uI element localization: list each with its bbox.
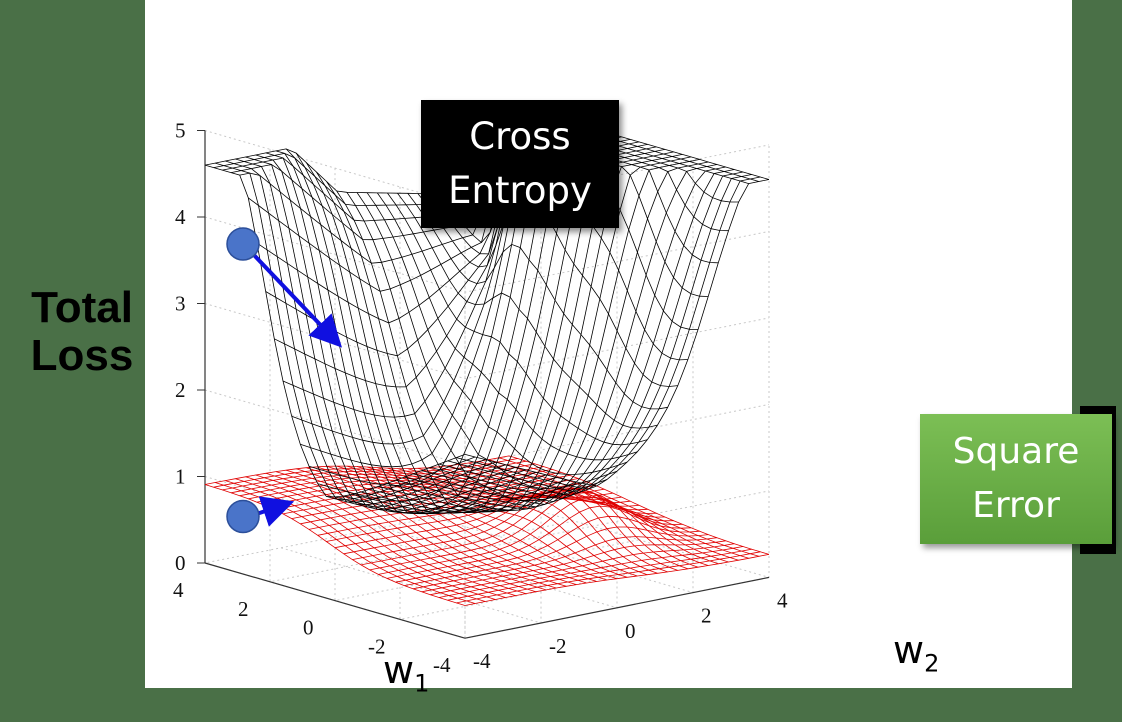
square-error-start-point [226, 499, 260, 534]
w1-axis [204, 562, 466, 639]
y-axis-title: Total Loss [22, 283, 142, 381]
square-error-mesh-line [438, 546, 744, 598]
square-error-mesh-line [488, 459, 749, 559]
cross-entropy-mesh-line [397, 192, 658, 429]
w1-tick-label: -2 [368, 634, 386, 658]
square-error-mesh-line [404, 526, 709, 586]
z-tick-label: 4 [175, 205, 186, 229]
square-error-label: Square Error [920, 414, 1112, 544]
square-error-mesh-line [498, 457, 760, 557]
cross-entropy-label-line1: Cross [469, 115, 571, 159]
square-error-label-line2: Error [972, 485, 1060, 526]
w1-axis-title-base: w [383, 648, 415, 692]
w1-axis-title-sub: 1 [414, 669, 430, 698]
gridline [399, 186, 705, 621]
tick-labels: 0 1 2 3 4 5 4 2 0 -2 -4 -4 -2 0 2 4 [173, 119, 788, 678]
square-error-mesh-line [430, 543, 735, 596]
y-axis-title-line1: Total [31, 283, 133, 332]
square-error-mesh-line [478, 461, 739, 561]
square-error-mesh-line [239, 466, 544, 497]
w1-tick-label: -4 [433, 653, 451, 677]
square-error-mesh-line [508, 455, 770, 555]
square-error-surface [204, 455, 770, 606]
cross-entropy-gradient-arrow [251, 252, 343, 348]
z-tick-label: 5 [175, 119, 186, 143]
w2-tick-label: -4 [473, 649, 491, 673]
z-tick-label: 2 [175, 378, 186, 402]
y-axis-title-line2: Loss [30, 331, 134, 381]
w1-axis-title: w1 [383, 648, 429, 698]
square-error-label-line1: Square [952, 431, 1080, 472]
cross-entropy-start-point [226, 227, 260, 261]
gradient-markers [226, 227, 343, 534]
square-error-mesh-line [204, 455, 510, 485]
w2-axis-title-sub: 2 [924, 649, 940, 678]
square-error-mesh-line [458, 464, 719, 565]
square-error-mesh-line [468, 462, 729, 563]
cross-entropy-mesh-line [387, 192, 648, 446]
w1-tick-label: 4 [173, 578, 184, 602]
cross-entropy-label: Cross Entropy [421, 100, 619, 228]
w2-tick-label: 4 [777, 588, 788, 612]
w2-tick-label: 2 [701, 604, 712, 628]
gridline [204, 389, 770, 466]
w1-tick-label: 0 [303, 616, 314, 640]
w2-axis-title: w2 [893, 628, 939, 678]
square-error-mesh-line [213, 458, 518, 488]
cross-entropy-label-line2: Entropy [448, 169, 592, 212]
w2-tick-label: -2 [549, 634, 567, 658]
z-tick-label: 3 [175, 292, 186, 316]
w2-axis [464, 576, 770, 639]
w2-axis-title-base: w [893, 628, 925, 672]
z-tick-label: 0 [175, 551, 186, 575]
w1-tick-label: 2 [238, 597, 249, 621]
square-error-mesh-line [447, 548, 752, 601]
w2-tick-label: 0 [625, 619, 636, 643]
z-tick-label: 1 [175, 465, 186, 489]
